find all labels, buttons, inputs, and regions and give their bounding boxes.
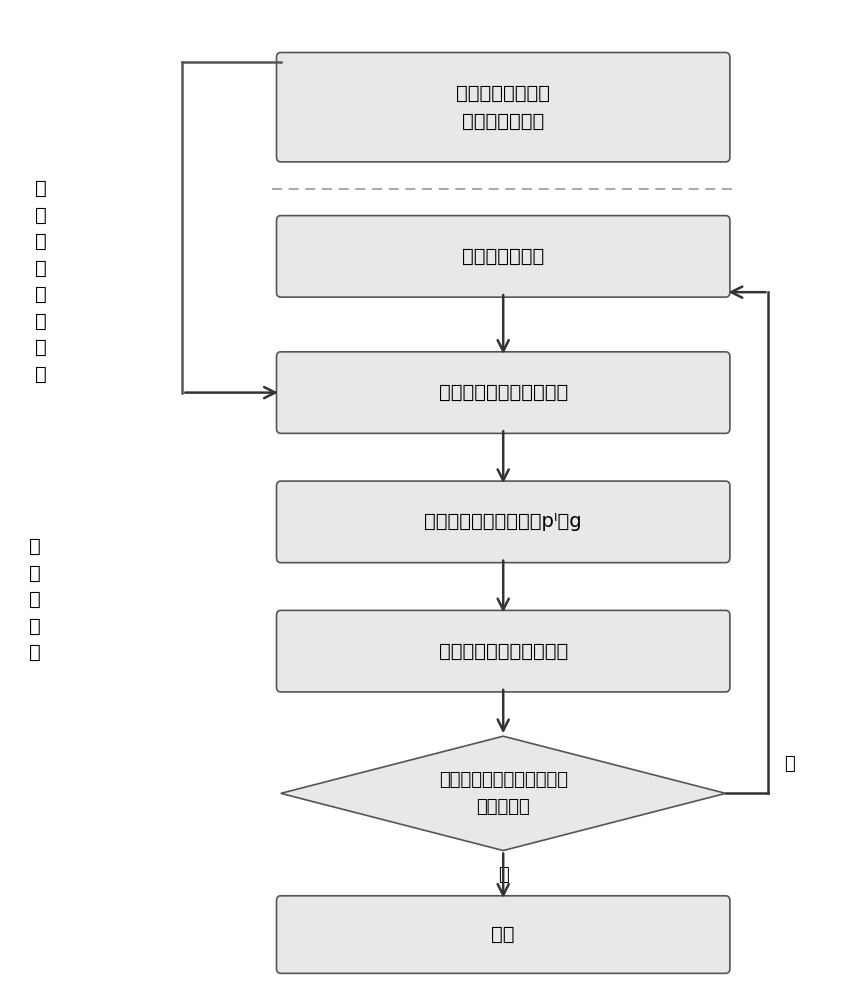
FancyBboxPatch shape <box>276 216 730 297</box>
Text: 初始化粒子种群: 初始化粒子种群 <box>462 247 544 266</box>
Text: 根据用户配流模型
定义适应度函数: 根据用户配流模型 定义适应度函数 <box>456 84 550 131</box>
FancyBboxPatch shape <box>276 481 730 563</box>
Text: 用
户
均
衡
配
流
模
型: 用 户 均 衡 配 流 模 型 <box>35 179 47 383</box>
Text: 更新粒子群的速度和位置: 更新粒子群的速度和位置 <box>438 642 568 661</box>
Text: 结束: 结束 <box>492 925 515 944</box>
FancyBboxPatch shape <box>276 610 730 692</box>
Text: 根据粒子的适应度更新pᴵ和g: 根据粒子的适应度更新pᴵ和g <box>424 512 582 531</box>
Text: 是否达到最大迭代次数或满
足最小误差: 是否达到最大迭代次数或满 足最小误差 <box>439 771 567 816</box>
Text: 否: 否 <box>784 755 796 773</box>
FancyBboxPatch shape <box>276 52 730 162</box>
Text: 计算每个粒子的适应度値: 计算每个粒子的适应度値 <box>438 383 568 402</box>
FancyBboxPatch shape <box>276 352 730 433</box>
FancyBboxPatch shape <box>276 896 730 973</box>
Text: 粒
子
群
算
法: 粒 子 群 算 法 <box>29 537 41 662</box>
Text: 是: 是 <box>498 866 509 884</box>
Polygon shape <box>281 736 726 851</box>
